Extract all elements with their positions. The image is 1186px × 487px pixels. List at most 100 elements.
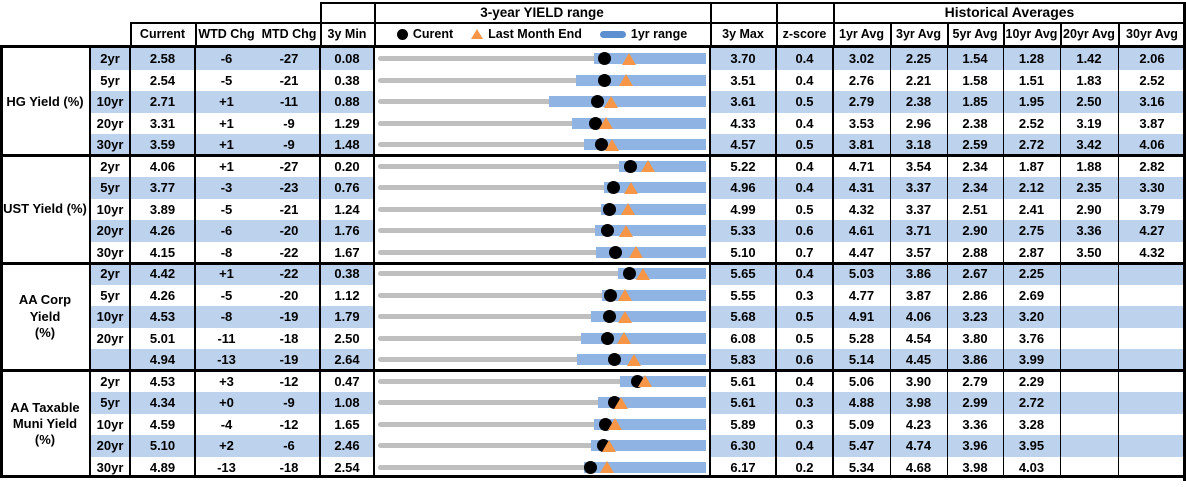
cell-wtd: +2 — [219, 438, 234, 454]
legend-last-month-label: Last Month End — [488, 27, 582, 41]
current-marker — [623, 159, 637, 173]
cell-avg-30yr: 4.32 — [1139, 244, 1165, 260]
current-marker — [601, 224, 615, 238]
row-stripe — [710, 435, 1186, 457]
cell-current: 4.15 — [149, 244, 176, 260]
cell-avg-5yr: 3.86 — [962, 352, 988, 368]
cell-avg-5yr: 1.85 — [962, 94, 988, 110]
cell-avg-10yr: 4.03 — [1018, 459, 1045, 475]
col-header-mtd-chg: MTD Chg — [261, 27, 317, 41]
range-chart — [374, 435, 710, 457]
three-year-range-track — [378, 163, 706, 169]
cell-current: 3.59 — [149, 137, 176, 153]
cell-max: 4.57 — [730, 137, 756, 153]
cell-avg-3yr: 2.25 — [905, 51, 932, 67]
grid-line — [1060, 48, 1061, 475]
cell-mtd: -11 — [279, 94, 299, 110]
cell-avg-3yr: 2.38 — [905, 94, 932, 110]
cell-tenor — [90, 349, 130, 371]
cell-z: 0.5 — [795, 309, 814, 325]
current-marker — [603, 288, 617, 302]
cell-avg-10yr: 2.25 — [1018, 266, 1045, 282]
cell-avg-1yr: 5.06 — [848, 373, 875, 389]
cell-max: 5.61 — [730, 395, 756, 411]
cell-avg-20yr: 1.83 — [1076, 72, 1102, 88]
cell-min: 2.54 — [334, 459, 360, 475]
cell-avg-3yr: 3.18 — [905, 137, 932, 153]
range-chart — [374, 414, 710, 436]
cell-avg-20yr: 3.19 — [1076, 115, 1102, 131]
cell-avg-5yr: 1.54 — [962, 51, 988, 67]
row-stripe — [90, 392, 374, 414]
cell-mtd: -21 — [279, 201, 299, 217]
col-header-z-score: z-score — [782, 27, 827, 41]
cell-tenor: 5yr — [100, 287, 120, 303]
cell-z: 0.4 — [795, 266, 814, 282]
cell-avg-5yr: 2.34 — [962, 180, 988, 196]
col-header-10yr-avg: 10yr Avg — [1005, 27, 1058, 41]
cell-avg-10yr: 2.72 — [1018, 395, 1045, 411]
last-month-end-marker — [627, 353, 642, 366]
cell-current: 2.71 — [149, 94, 176, 110]
cell-avg-30yr: 3.87 — [1139, 115, 1165, 131]
cell-z: 0.7 — [795, 244, 814, 260]
cell-z: 0.4 — [795, 158, 814, 174]
cell-avg-3yr: 3.71 — [905, 223, 932, 239]
cell-current: 4.53 — [149, 309, 176, 325]
last-month-end-marker — [619, 74, 634, 87]
legend-current-dot-icon — [396, 28, 408, 40]
cell-z: 0.6 — [795, 352, 814, 368]
one-year-range-bar — [577, 354, 706, 366]
cell-tenor: 20yr — [96, 115, 124, 131]
range-chart — [374, 70, 710, 92]
cell-avg-3yr: 3.37 — [905, 201, 932, 217]
one-year-range-bar — [572, 117, 706, 129]
row-stripe — [90, 134, 374, 156]
cell-avg-5yr: 2.38 — [962, 115, 988, 131]
cell-avg-30yr — [1118, 371, 1186, 393]
cell-tenor: 30yr — [96, 459, 124, 475]
cell-current: 4.34 — [149, 395, 176, 411]
grid-line — [776, 2, 778, 46]
cell-min: 1.08 — [334, 395, 360, 411]
three-year-range-track — [378, 120, 706, 126]
cell-wtd: -5 — [220, 287, 233, 303]
grid-line — [0, 154, 1186, 157]
cell-wtd: +1 — [219, 266, 234, 282]
cell-current: 4.26 — [149, 223, 176, 239]
three-year-range-track — [378, 271, 706, 277]
last-month-end-marker — [607, 418, 622, 431]
one-year-range-bar — [601, 203, 706, 215]
cell-current: 2.54 — [149, 72, 176, 88]
cell-min: 0.88 — [334, 94, 360, 110]
cell-avg-3yr: 2.96 — [905, 115, 932, 131]
cell-mtd: -19 — [279, 352, 299, 368]
cell-avg-3yr: 4.23 — [905, 416, 932, 432]
last-month-end-marker — [617, 332, 632, 345]
cell-avg-20yr: 3.36 — [1076, 223, 1102, 239]
one-year-range-bar — [593, 418, 706, 430]
col-header-1yr-avg: 1yr Avg — [839, 27, 884, 41]
cell-avg-5yr: 2.79 — [962, 373, 988, 389]
row-stripe — [90, 177, 374, 199]
cell-avg-20yr — [1060, 414, 1118, 436]
grid-line — [0, 475, 1186, 478]
cell-avg-30yr: 3.79 — [1139, 201, 1165, 217]
three-year-range-track — [378, 56, 706, 62]
section-label: HG Yield (%) — [6, 93, 84, 109]
cell-mtd: -21 — [279, 72, 299, 88]
cell-avg-30yr — [1118, 349, 1186, 371]
cell-avg-10yr: 3.76 — [1018, 330, 1045, 346]
one-year-range-bar — [576, 74, 706, 86]
cell-avg-5yr: 1.58 — [962, 72, 988, 88]
range-chart — [374, 306, 710, 328]
cell-tenor: 5yr — [100, 180, 120, 196]
cell-avg-5yr: 3.36 — [962, 416, 988, 432]
cell-current: 5.01 — [149, 330, 176, 346]
cell-max: 5.55 — [730, 287, 756, 303]
one-year-range-bar — [603, 182, 706, 194]
cell-wtd: -3 — [220, 180, 233, 196]
cell-avg-5yr: 3.96 — [962, 438, 988, 454]
cell-avg-5yr: 2.88 — [962, 244, 988, 260]
